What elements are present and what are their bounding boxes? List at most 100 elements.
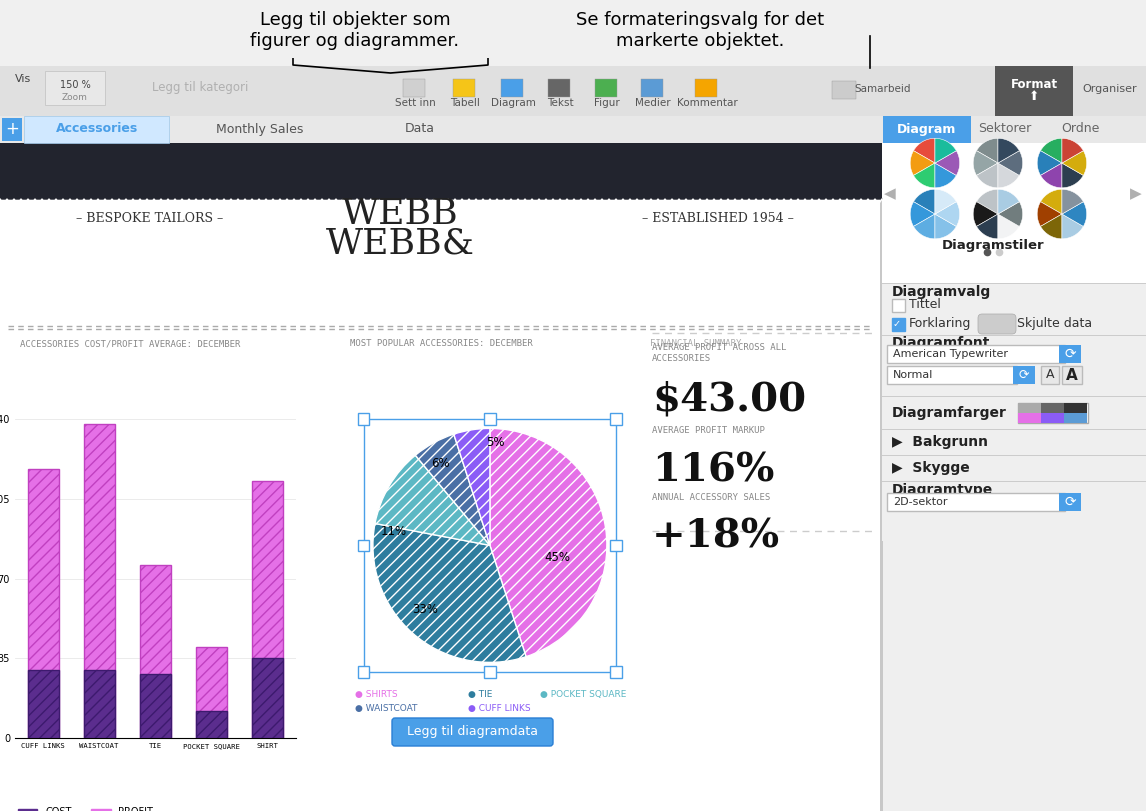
Wedge shape [935, 214, 957, 238]
Bar [1018, 413, 1041, 423]
Polygon shape [581, 194, 588, 199]
Polygon shape [784, 194, 791, 199]
Polygon shape [364, 194, 371, 199]
Text: +: + [5, 120, 19, 138]
Polygon shape [741, 194, 749, 199]
Polygon shape [847, 194, 854, 199]
Text: ● WAISTCOAT: ● WAISTCOAT [355, 703, 417, 713]
Text: FINANCIAL SUMMARY: FINANCIAL SUMMARY [650, 340, 741, 349]
Bar [0, 143, 1146, 144]
Bar [880, 143, 884, 811]
Bar [995, 66, 1073, 116]
Polygon shape [371, 194, 378, 199]
Polygon shape [36, 194, 42, 199]
Wedge shape [415, 434, 490, 546]
Wedge shape [1041, 189, 1062, 214]
Text: Accessories: Accessories [56, 122, 139, 135]
Polygon shape [406, 194, 413, 199]
Bar [884, 116, 1146, 143]
Bar [28, 470, 58, 738]
Wedge shape [976, 139, 998, 163]
Polygon shape [14, 194, 21, 199]
Polygon shape [42, 194, 49, 199]
Bar [882, 283, 1146, 284]
Bar [1041, 403, 1063, 413]
Text: Data: Data [405, 122, 435, 135]
Wedge shape [998, 189, 1020, 214]
Polygon shape [804, 194, 813, 199]
Polygon shape [791, 194, 798, 199]
Text: ● CUFF LINKS: ● CUFF LINKS [468, 703, 531, 713]
Polygon shape [196, 194, 203, 199]
Text: Legg til objekter som: Legg til objekter som [260, 11, 450, 29]
Polygon shape [763, 194, 770, 199]
Bar [0, 143, 882, 199]
Polygon shape [511, 194, 518, 199]
Polygon shape [210, 194, 217, 199]
Text: figurer og diagrammer.: figurer og diagrammer. [251, 32, 460, 50]
Text: ⟳: ⟳ [1019, 368, 1029, 381]
Wedge shape [489, 428, 607, 657]
Bar [882, 397, 1146, 429]
Text: WEBB&: WEBB& [325, 226, 474, 260]
Wedge shape [935, 202, 959, 226]
Polygon shape [266, 194, 273, 199]
Text: ⟳: ⟳ [1065, 495, 1076, 509]
Text: 150 %: 150 % [60, 80, 91, 90]
Polygon shape [518, 194, 525, 199]
Polygon shape [497, 194, 504, 199]
Wedge shape [910, 151, 935, 175]
Wedge shape [913, 189, 935, 214]
Polygon shape [595, 194, 602, 199]
Polygon shape [756, 194, 763, 199]
Text: 2D-sektor: 2D-sektor [893, 497, 948, 507]
Bar [1013, 366, 1035, 384]
Bar [1018, 403, 1041, 413]
Wedge shape [998, 151, 1022, 175]
Polygon shape [651, 194, 658, 199]
Bar [0, 331, 882, 361]
Polygon shape [672, 194, 678, 199]
Bar [252, 481, 283, 738]
Bar [882, 143, 1146, 811]
Polygon shape [385, 194, 392, 199]
Bar [84, 424, 115, 738]
Wedge shape [1062, 189, 1083, 214]
Polygon shape [350, 194, 358, 199]
Polygon shape [567, 194, 574, 199]
Polygon shape [826, 194, 833, 199]
Bar [882, 143, 1146, 283]
Text: markerte objektet.: markerte objektet. [615, 32, 784, 50]
Text: Diagram: Diagram [490, 98, 535, 108]
Polygon shape [602, 194, 609, 199]
Text: ● POCKET SQUARE: ● POCKET SQUARE [540, 689, 627, 698]
FancyBboxPatch shape [392, 718, 554, 746]
Bar [641, 79, 664, 97]
Text: ▶: ▶ [1130, 187, 1141, 201]
Polygon shape [175, 194, 182, 199]
Wedge shape [454, 428, 490, 546]
Bar [24, 116, 168, 143]
Polygon shape [721, 194, 728, 199]
Polygon shape [56, 194, 63, 199]
Bar [882, 335, 1146, 336]
Polygon shape [876, 194, 882, 199]
Polygon shape [482, 194, 490, 199]
Polygon shape [419, 194, 427, 199]
Wedge shape [935, 189, 957, 214]
Bar [453, 79, 474, 97]
Bar [882, 455, 1146, 456]
Polygon shape [630, 194, 637, 199]
Polygon shape [21, 194, 28, 199]
Polygon shape [295, 194, 301, 199]
Text: Forklaring: Forklaring [909, 317, 972, 331]
Bar [1063, 413, 1088, 423]
Bar [0, 116, 1146, 143]
Polygon shape [329, 194, 336, 199]
Polygon shape [840, 194, 847, 199]
Polygon shape [223, 194, 231, 199]
Bar [140, 674, 171, 738]
Polygon shape [280, 194, 286, 199]
Text: Legg til diagramdata: Legg til diagramdata [407, 726, 537, 739]
Text: Diagramstiler: Diagramstiler [942, 238, 1044, 251]
